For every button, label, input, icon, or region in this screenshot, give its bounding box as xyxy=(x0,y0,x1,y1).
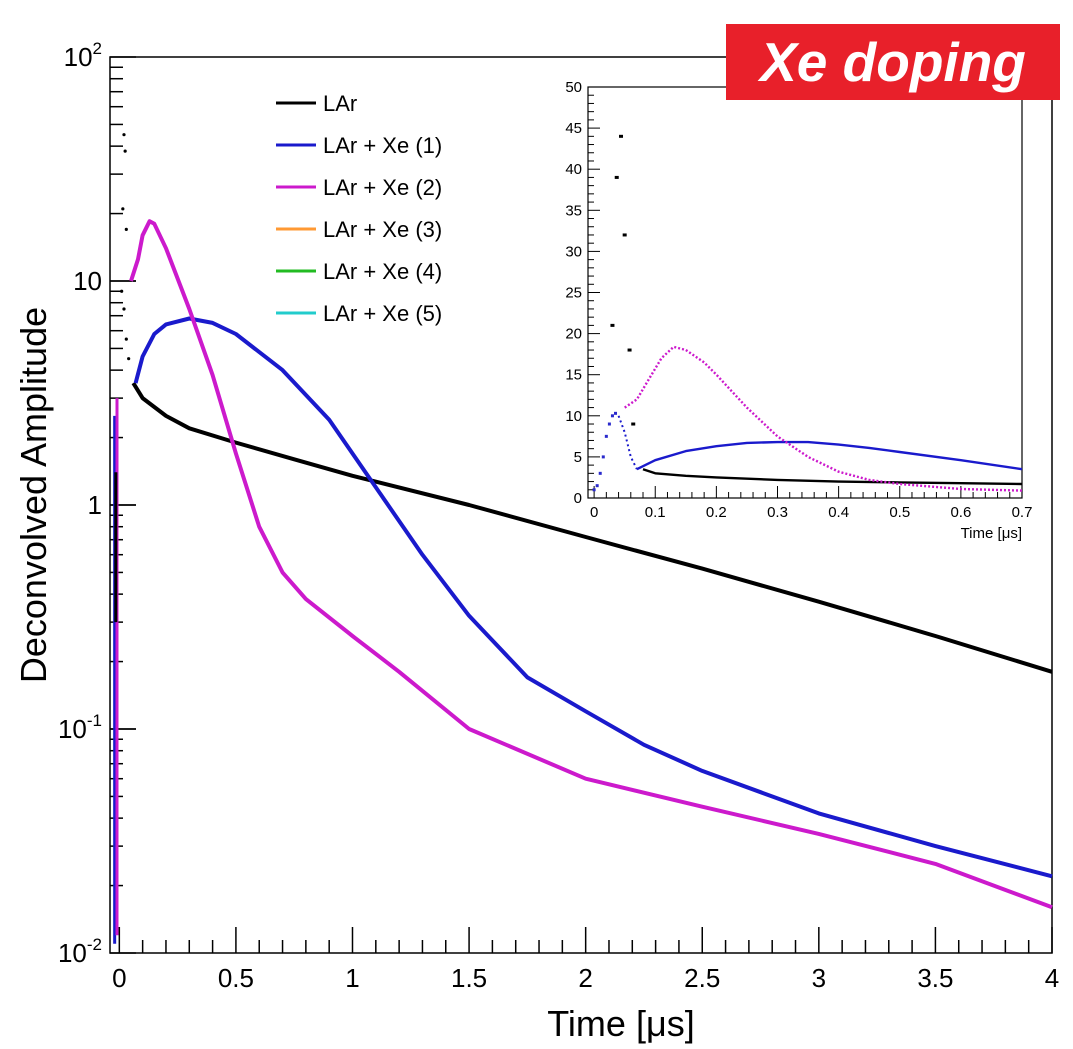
early-point xyxy=(121,207,125,211)
legend-label-lar-xe-2: LAr + Xe (2) xyxy=(323,175,442,200)
x-tick-label: 1.5 xyxy=(451,963,487,993)
inset-x-tick-label: 0.2 xyxy=(706,504,727,521)
inset-y-tick-label: 15 xyxy=(565,367,582,384)
inset-frame xyxy=(587,86,1023,499)
inset-series-lar-xe-1 xyxy=(636,440,1023,471)
inset-x-tick-label: 0.1 xyxy=(645,504,666,521)
inset-lar-point xyxy=(619,134,624,138)
early-point xyxy=(122,307,126,311)
x-tick-label: 1 xyxy=(345,963,359,993)
early-point xyxy=(127,357,131,361)
inset-y-tick-label: 25 xyxy=(565,285,582,302)
inset-early-point xyxy=(610,414,614,418)
inset-lar-point xyxy=(614,175,619,179)
x-tick-label: 0 xyxy=(112,963,126,993)
inset-x-tick-label: 0.3 xyxy=(767,504,788,521)
legend-label-lar: LAr xyxy=(323,91,357,116)
inset-lar-point xyxy=(631,422,636,426)
inset-y-tick-label: 40 xyxy=(565,161,582,178)
early-point xyxy=(122,133,126,137)
inset-lar-point xyxy=(610,323,615,327)
inset-early-point xyxy=(601,455,605,459)
inset-y-tick-label: 30 xyxy=(565,243,582,260)
inset-lar-point xyxy=(622,233,627,237)
inset-y-tick-label: 5 xyxy=(574,449,582,466)
inset-y-tick-label: 50 xyxy=(565,79,582,96)
inset-y-tick-label: 45 xyxy=(565,120,582,137)
main-plot: 0 0.5 1 1.5 2 2.5 3 3.5 4 10-2 10-1 1 10 102 Time [μs]… xyxy=(13,39,1059,1044)
x-tick-label: 4 xyxy=(1045,963,1059,993)
inset-early-point xyxy=(598,471,602,475)
inset-series-lar xyxy=(642,468,1023,486)
y-tick-label: 1 xyxy=(88,490,102,520)
inset-lar-point xyxy=(627,348,632,352)
series-lar-xe-2 xyxy=(129,219,1053,910)
legend-label-lar-xe-1: LAr + Xe (1) xyxy=(323,133,442,158)
inset-early-point xyxy=(592,488,596,492)
inset-y-tick-label: 20 xyxy=(565,326,582,343)
xe-doping-badge: Xe doping xyxy=(726,24,1060,100)
legend: LAr LAr + Xe (1) LAr + Xe (2) LAr + Xe (3) L… xyxy=(276,91,442,326)
early-point xyxy=(124,227,128,231)
inset-x-tick-label: 0.5 xyxy=(889,504,910,521)
x-tick-label: 2.5 xyxy=(684,963,720,993)
x-tick-label: 3.5 xyxy=(917,963,953,993)
inset-y-tick-label: 0 xyxy=(574,490,582,507)
inset-y-tick-label: 10 xyxy=(565,408,582,425)
y-tick-label: 102 xyxy=(64,39,102,72)
inset-x-tick-label: 0 xyxy=(590,504,598,521)
legend-label-lar-xe-4: LAr + Xe (4) xyxy=(323,259,442,284)
inset-early-point xyxy=(595,484,599,488)
inset-early-point xyxy=(604,434,608,438)
inset-blue-dip xyxy=(617,415,638,470)
x-tick-label: 3 xyxy=(812,963,826,993)
x-axis-title: Time [μs] xyxy=(547,1003,694,1044)
inset-x-axis-title: Time [μs] xyxy=(961,525,1022,542)
inset-early-point xyxy=(614,411,618,415)
y-axis-title: Deconvolved Amplitude xyxy=(13,307,54,683)
inset-x-tick-label: 0.7 xyxy=(1012,504,1033,521)
x-tick-label: 2 xyxy=(578,963,592,993)
y-tick-label: 10-1 xyxy=(58,711,102,744)
inset-x-tick-label: 0.6 xyxy=(950,504,971,521)
inset-y-tick-label: 35 xyxy=(565,202,582,219)
inset-series-lar-xe-2 xyxy=(624,345,1023,492)
inset-plot: 0 0.1 0.2 0.3 0.4 0.5 0.6 0.7 0 5 10 15 20 25 30 35 40 45… xyxy=(565,79,1032,542)
series-lar xyxy=(131,382,1053,674)
series-lar-xe-1 xyxy=(133,316,1053,879)
y-tick-label: 10-2 xyxy=(58,935,102,968)
early-point xyxy=(120,289,124,293)
early-point xyxy=(124,337,128,341)
inset-early-point xyxy=(607,422,611,426)
early-point xyxy=(123,149,127,153)
inset-x-tick-label: 0.4 xyxy=(828,504,849,521)
legend-label-lar-xe-3: LAr + Xe (3) xyxy=(323,217,442,242)
x-tick-label: 0.5 xyxy=(218,963,254,993)
legend-label-lar-xe-5: LAr + Xe (5) xyxy=(323,301,442,326)
y-tick-label: 10 xyxy=(73,266,102,296)
